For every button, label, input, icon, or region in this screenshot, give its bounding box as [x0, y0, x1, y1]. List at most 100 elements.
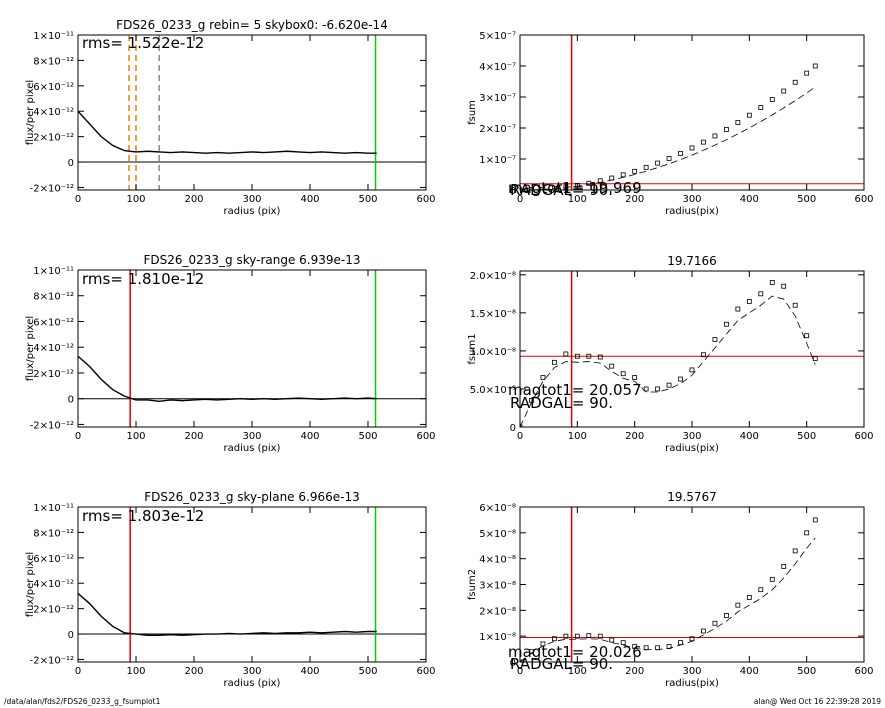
y-axis-label: flux/per pixel	[25, 80, 36, 145]
y-tick-label: 3×10⁻⁷	[479, 93, 516, 104]
x-tick-label: 200	[625, 194, 644, 205]
y-tick-label: 6×10⁻¹²	[33, 554, 74, 565]
x-tick-label: 500	[797, 194, 816, 205]
x-tick-label: 200	[184, 666, 203, 677]
x-tick-label: 100	[126, 431, 145, 442]
annotation: magtot1= 19.969	[508, 179, 642, 197]
y-tick-label: 2.0×10⁻⁸	[470, 271, 516, 282]
annotation: magtot1= 20.057	[508, 381, 642, 399]
x-tick-label: 400	[300, 666, 319, 677]
square-marker	[792, 79, 798, 85]
square-marker	[597, 354, 603, 360]
x-tick-label: 0	[517, 194, 523, 205]
y-tick-label: 5×10⁻⁸	[479, 529, 516, 540]
x-tick-label: 300	[242, 431, 261, 442]
y-tick-label: 8×10⁻¹²	[33, 528, 74, 539]
annotation: rms= 1.522e-12	[82, 34, 204, 52]
square-marker	[769, 97, 775, 102]
square-marker	[620, 371, 626, 377]
square-marker	[724, 126, 729, 132]
y-tick-label: 6×10⁻¹²	[33, 82, 74, 93]
x-tick-label: 200	[184, 194, 203, 205]
panel: 0 100 200 300 400 500 600 0 5.0×10⁻⁹ 1.0×10⁻⁸ 1.5×…	[467, 254, 874, 454]
square-marker	[701, 139, 706, 145]
y-tick-label: 2×10⁻¹²	[33, 605, 74, 616]
square-marker	[804, 333, 810, 339]
y-axis-label: flux/per pixel	[25, 552, 36, 617]
square-marker	[792, 302, 798, 308]
y-tick-label: 0	[68, 158, 74, 169]
square-marker	[574, 353, 580, 359]
y-tick-label: 1×10⁻¹¹	[33, 31, 74, 42]
y-tick-label: 5×10⁻⁷	[479, 31, 516, 42]
square-marker	[574, 633, 580, 639]
y-tick-label: 2×10⁻¹²	[33, 369, 74, 380]
square-marker	[758, 291, 764, 297]
y-tick-label: 0	[510, 658, 516, 669]
square-marker	[678, 640, 683, 646]
panel-title: 19.5767	[667, 490, 717, 504]
x-tick-label: 500	[358, 431, 377, 442]
profile-line	[78, 110, 377, 154]
square-marker	[609, 637, 615, 643]
square-marker	[586, 180, 592, 186]
footer-right: alan@ Wed Oct 16 22:39:28 2019	[754, 697, 881, 706]
square-marker	[804, 530, 810, 536]
square-marker	[758, 587, 764, 593]
square-marker	[666, 382, 672, 388]
x-tick-label: 600	[854, 431, 873, 442]
annotation: rms= 1.803e-12	[82, 507, 204, 525]
y-tick-label: 0	[510, 186, 516, 197]
square-marker	[781, 88, 787, 94]
x-tick-label: 0	[517, 431, 523, 442]
square-marker	[746, 299, 752, 304]
square-marker	[735, 120, 741, 125]
y-tick-label: 0	[68, 395, 74, 406]
annotation: RADGAL= 90.	[510, 181, 613, 199]
square-marker	[769, 576, 775, 582]
plot-area	[78, 507, 426, 662]
y-tick-label: 4×10⁻¹²	[33, 579, 74, 590]
dashed-curve	[520, 295, 816, 427]
square-marker	[769, 280, 775, 285]
y-tick-label: 2×10⁻¹²	[33, 133, 74, 144]
y-tick-label: 4×10⁻¹²	[33, 343, 74, 354]
square-marker	[812, 63, 818, 69]
square-marker	[712, 620, 718, 626]
square-marker	[655, 386, 660, 392]
y-tick-label: -2×10⁻¹²	[30, 420, 74, 431]
panel: 0 100 200 300 400 500 600 0 1×10⁻⁸ 2×10⁻⁸ 3×10⁻⁸ 4×…	[467, 490, 874, 689]
plot-area	[520, 507, 864, 662]
y-tick-label: 3×10⁻⁸	[479, 581, 516, 592]
x-tick-label: 0	[75, 431, 81, 442]
x-axis-label: radius(pix)	[665, 443, 719, 454]
y-tick-label: 8×10⁻¹²	[33, 292, 74, 303]
square-marker	[586, 353, 592, 359]
x-axis-label: radius(pix)	[665, 678, 719, 689]
square-marker	[724, 613, 729, 618]
panel: 0 100 200 300 400 500 600-2×10⁻¹²02×10⁻¹²4×10⁻…	[25, 253, 436, 454]
x-tick-label: 600	[416, 431, 435, 442]
y-axis-label: fsum	[467, 100, 478, 125]
square-marker	[552, 359, 557, 365]
y-tick-label: 1.0×10⁻⁸	[470, 347, 516, 358]
y-axis-label: fsum2	[467, 569, 478, 600]
annotation: RADGAL= 90.	[510, 394, 613, 412]
square-marker	[597, 633, 603, 639]
y-tick-label: 4×10⁻⁸	[479, 555, 516, 566]
profile-line	[78, 592, 377, 637]
x-tick-label: 300	[682, 431, 701, 442]
y-tick-label: 1×10⁻¹¹	[33, 266, 74, 277]
x-tick-label: 600	[854, 194, 873, 205]
x-tick-label: 300	[682, 194, 701, 205]
x-tick-label: 100	[568, 431, 587, 442]
square-marker	[678, 150, 683, 156]
square-marker	[701, 628, 706, 634]
x-axis-label: radius (pix)	[224, 206, 281, 217]
y-tick-label: 1×10⁻⁸	[479, 632, 516, 643]
panel-title: 19.7166	[667, 254, 717, 268]
panel-title: FDS26_0233_g rebin= 5 skybox0: -6.620e-1…	[116, 18, 388, 32]
square-marker	[735, 602, 741, 608]
x-tick-label: 400	[300, 194, 319, 205]
